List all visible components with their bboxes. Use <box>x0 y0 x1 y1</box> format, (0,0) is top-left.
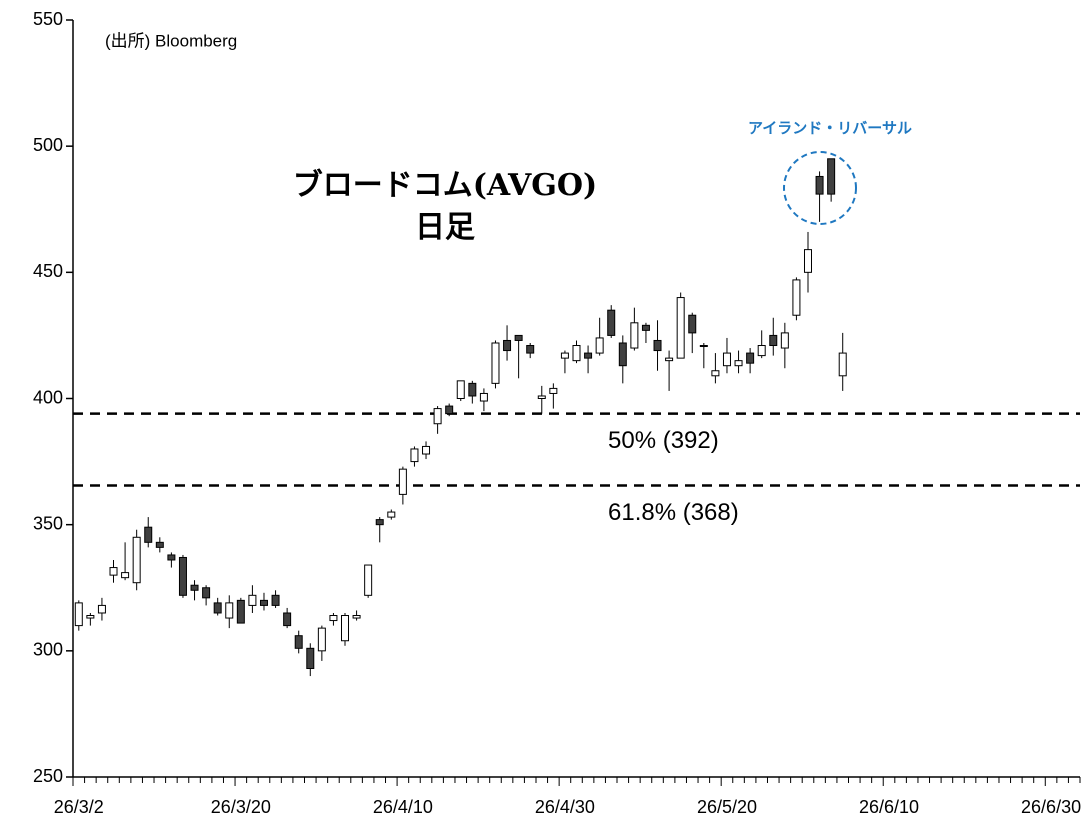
source-note: (出所) Bloomberg <box>105 31 237 50</box>
y-tick-label: 300 <box>33 640 63 660</box>
candle-body <box>803 249 812 273</box>
candle-body <box>549 387 558 394</box>
candle-body <box>537 395 546 399</box>
candle-body <box>225 602 234 619</box>
candle-body <box>514 334 523 341</box>
candle-body <box>560 352 569 359</box>
candle-body <box>815 175 824 195</box>
candle-body <box>479 392 488 402</box>
candle-body <box>711 370 720 377</box>
candle-body <box>387 511 396 518</box>
annotation: アイランド・リバーサル <box>748 120 912 137</box>
candle-body <box>780 332 789 349</box>
candle-body <box>329 615 338 622</box>
reference-label: 50% (392) <box>608 427 719 454</box>
candle-body <box>213 602 222 614</box>
y-tick-label: 500 <box>33 135 63 155</box>
candle-body <box>74 602 83 627</box>
candle-body <box>722 352 731 367</box>
candle-body <box>433 408 442 425</box>
candle-body <box>248 594 257 606</box>
candle-body <box>769 334 778 347</box>
candle-body <box>109 567 118 576</box>
candle-body <box>665 357 674 362</box>
candle-body <box>283 612 292 627</box>
candle-body <box>132 536 141 584</box>
candle-body <box>341 615 350 642</box>
x-tick-label: 26/4/10 <box>373 797 433 817</box>
candle-body <box>456 380 465 400</box>
reference-label: 61.8% (368) <box>608 499 739 526</box>
y-tick-label: 250 <box>33 766 63 786</box>
candle-body <box>190 584 199 591</box>
candle-body <box>630 322 639 349</box>
candle-body <box>584 352 593 359</box>
x-tick-label: 26/6/30 <box>1021 797 1081 817</box>
candle-body <box>259 599 268 606</box>
candle-body <box>491 342 500 384</box>
candle-body <box>641 324 650 331</box>
candle-body <box>503 339 512 352</box>
candle-body <box>155 541 164 548</box>
candle-body <box>121 572 130 579</box>
candle-body <box>317 627 326 652</box>
candle-body <box>97 604 106 614</box>
x-tick-label: 26/3/20 <box>211 797 271 817</box>
y-tick-label: 450 <box>33 261 63 281</box>
candle-body <box>699 345 708 348</box>
candle-body <box>178 556 187 596</box>
candle-body <box>375 519 384 526</box>
y-tick-label: 550 <box>33 9 63 29</box>
x-tick-label: 26/6/10 <box>859 797 919 817</box>
y-tick-label: 350 <box>33 513 63 533</box>
candle-body <box>653 339 662 352</box>
candle-body <box>144 526 153 543</box>
candle-body <box>757 345 766 357</box>
candle-body <box>294 635 303 649</box>
candle-body <box>734 360 743 367</box>
x-tick-label: 26/5/20 <box>697 797 757 817</box>
candle-body <box>445 405 454 415</box>
candle-body <box>167 554 176 561</box>
candle-body <box>746 352 755 364</box>
candle-body <box>838 352 847 377</box>
candle-body <box>595 337 604 354</box>
candle-body <box>688 314 697 334</box>
x-tick-label: 26/4/30 <box>535 797 595 817</box>
candle-body <box>526 345 535 354</box>
candle-body <box>618 342 627 367</box>
candle-body <box>468 382 477 397</box>
x-tick-label: 26/3/2 <box>54 797 104 817</box>
candle-body <box>86 615 95 619</box>
candle-body <box>607 309 616 336</box>
chart-subtitle: 日足 <box>415 210 475 245</box>
candle-body <box>306 647 315 669</box>
candle-body <box>827 158 836 195</box>
candle-body <box>202 587 211 599</box>
chart-title: ブロードコム(AVGO) <box>293 168 598 203</box>
y-tick-label: 400 <box>33 387 63 407</box>
candle-body <box>422 445 431 455</box>
candle-body <box>398 468 407 495</box>
candle-body <box>364 564 373 596</box>
candle-body <box>236 599 245 624</box>
candle-body <box>410 448 419 463</box>
candle-body <box>352 615 361 619</box>
candle-body <box>271 594 280 606</box>
annotation-circle <box>783 151 857 225</box>
candle-body <box>572 345 581 362</box>
candle-body <box>792 279 801 316</box>
candle-body <box>676 297 685 359</box>
